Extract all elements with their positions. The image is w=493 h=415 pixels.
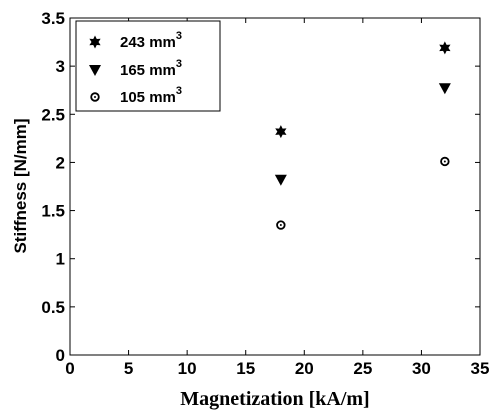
x-tick-label: 10	[178, 359, 197, 378]
data-points	[274, 41, 451, 230]
legend-marker-165	[89, 65, 101, 76]
x-tick-label: 35	[471, 359, 490, 378]
data-point-series-0	[439, 41, 451, 55]
x-tick-label: 15	[236, 359, 255, 378]
legend-marker-105	[90, 92, 100, 102]
legend-label-165: 165 mm3	[120, 58, 182, 79]
data-point-series-1	[438, 83, 451, 95]
x-axis-title: Magnetization [kA/m]	[180, 388, 369, 410]
data-point-series-2	[276, 220, 286, 230]
x-tick-label: 30	[412, 359, 431, 378]
x-tick-label: 5	[124, 359, 133, 378]
data-point-series-2	[440, 156, 450, 167]
axis-ticks: 0 5 10 15 20 25 30 35 0 0.5 1 1.5 2 2.5 3 3.5	[41, 9, 489, 378]
x-tick-label: 20	[295, 359, 314, 378]
legend-marker-icon	[89, 35, 101, 49]
y-tick-label: 3.5	[41, 9, 65, 28]
x-tick-label: 25	[353, 359, 372, 378]
legend-marker-243	[89, 35, 101, 49]
y-axis-title: Stiffness [N/mm]	[11, 118, 30, 253]
data-point-series-1	[274, 174, 287, 186]
y-tick-label: 0	[56, 346, 65, 365]
y-tick-label: 3	[56, 57, 65, 76]
y-tick-label: 1.5	[41, 202, 65, 221]
legend-marker-icon	[90, 92, 100, 102]
y-tick-label: 2.5	[41, 105, 65, 124]
legend-label-243: 243 mm3	[120, 30, 182, 51]
data-point-series-0	[275, 125, 287, 139]
legend-marker-icon	[89, 65, 101, 76]
y-tick-label: 1	[56, 250, 65, 269]
x-tick-label: 0	[65, 359, 74, 378]
legend-label-105: 105 mm3	[120, 85, 182, 106]
y-tick-label: 2	[56, 153, 65, 172]
legend: 243 mm3 165 mm3 105 mm3	[75, 20, 221, 112]
y-tick-label: 0.5	[41, 298, 65, 317]
